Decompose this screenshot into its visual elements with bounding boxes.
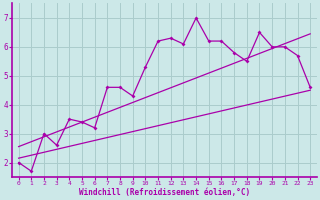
X-axis label: Windchill (Refroidissement éolien,°C): Windchill (Refroidissement éolien,°C) [79, 188, 250, 197]
